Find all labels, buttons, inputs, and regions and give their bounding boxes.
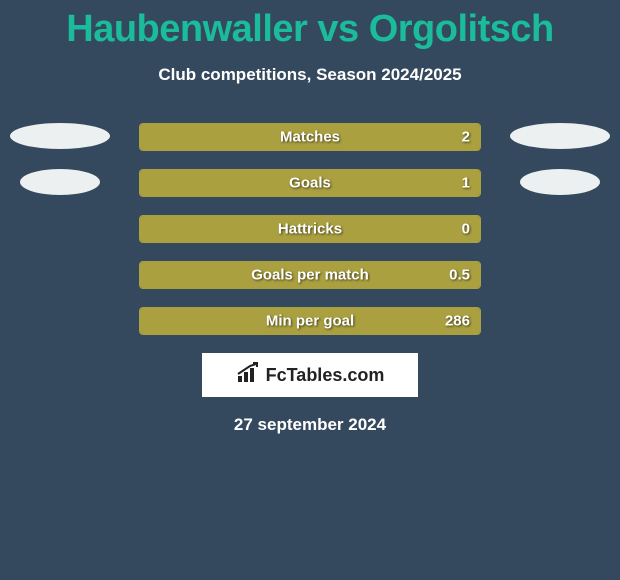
stat-label: Hattricks: [140, 221, 480, 238]
stat-value: 0: [462, 221, 470, 238]
stat-value: 286: [445, 313, 470, 330]
avatar: [510, 123, 610, 149]
stat-label: Min per goal: [140, 313, 480, 330]
stat-value: 0.5: [449, 267, 470, 284]
player-left-avatars: [10, 123, 110, 215]
stat-label: Goals: [140, 175, 480, 192]
stats-area: Matches 2 Goals 1 Hattricks 0 Goals per …: [0, 123, 620, 335]
stat-bars: Matches 2 Goals 1 Hattricks 0 Goals per …: [139, 123, 481, 335]
stat-value: 2: [462, 129, 470, 146]
stat-bar: Hattricks 0: [139, 215, 481, 243]
stat-bar: Matches 2: [139, 123, 481, 151]
brand-logo: FcTables.com: [202, 353, 418, 397]
player-right-avatars: [510, 123, 610, 215]
stat-value: 1: [462, 175, 470, 192]
date-line: 27 september 2024: [0, 415, 620, 435]
avatar: [20, 169, 100, 195]
comparison-title: Haubenwaller vs Orgolitsch: [0, 0, 620, 51]
stat-bar: Min per goal 286: [139, 307, 481, 335]
avatar: [10, 123, 110, 149]
brand-logo-text: FcTables.com: [266, 365, 385, 386]
stat-bar: Goals per match 0.5: [139, 261, 481, 289]
stat-label: Goals per match: [140, 267, 480, 284]
avatar: [520, 169, 600, 195]
comparison-subtitle: Club competitions, Season 2024/2025: [0, 65, 620, 85]
bar-growth-icon: [236, 362, 262, 389]
stat-label: Matches: [140, 129, 480, 146]
stat-bar: Goals 1: [139, 169, 481, 197]
